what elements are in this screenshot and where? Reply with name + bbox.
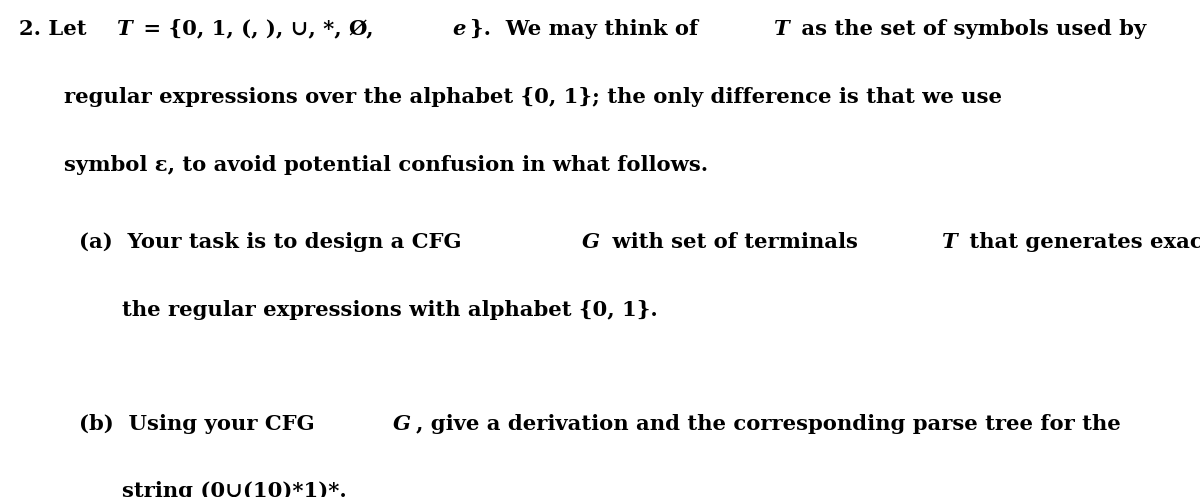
Text: the regular expressions with alphabet {0, 1}.: the regular expressions with alphabet {0…: [122, 300, 658, 320]
Text: string (0∪(10)*1)*.: string (0∪(10)*1)*.: [122, 481, 347, 497]
Text: , give a derivation and the corresponding parse tree for the: , give a derivation and the correspondin…: [416, 414, 1121, 434]
Text: (a)  Your task is to design a CFG: (a) Your task is to design a CFG: [79, 233, 469, 252]
Text: 2. Let: 2. Let: [19, 19, 94, 39]
Text: as the set of symbols used by: as the set of symbols used by: [793, 19, 1146, 39]
Text: regular expressions over the alphabet {0, 1}; the only difference is that we use: regular expressions over the alphabet {0…: [64, 87, 1009, 107]
Text: e: e: [452, 19, 466, 39]
Text: T: T: [941, 233, 958, 252]
Text: = {0, 1, (, ), ∪, *, Ø,: = {0, 1, (, ), ∪, *, Ø,: [136, 19, 382, 39]
Text: with set of terminals: with set of terminals: [606, 233, 865, 252]
Text: T: T: [773, 19, 790, 39]
Text: symbol ε, to avoid potential confusion in what follows.: symbol ε, to avoid potential confusion i…: [64, 155, 708, 175]
Text: G: G: [392, 414, 410, 434]
Text: that generates exactly: that generates exactly: [961, 233, 1200, 252]
Text: G: G: [582, 233, 600, 252]
Text: (b)  Using your CFG: (b) Using your CFG: [79, 414, 322, 434]
Text: T: T: [116, 19, 132, 39]
Text: }.  We may think of: }. We may think of: [469, 19, 706, 39]
